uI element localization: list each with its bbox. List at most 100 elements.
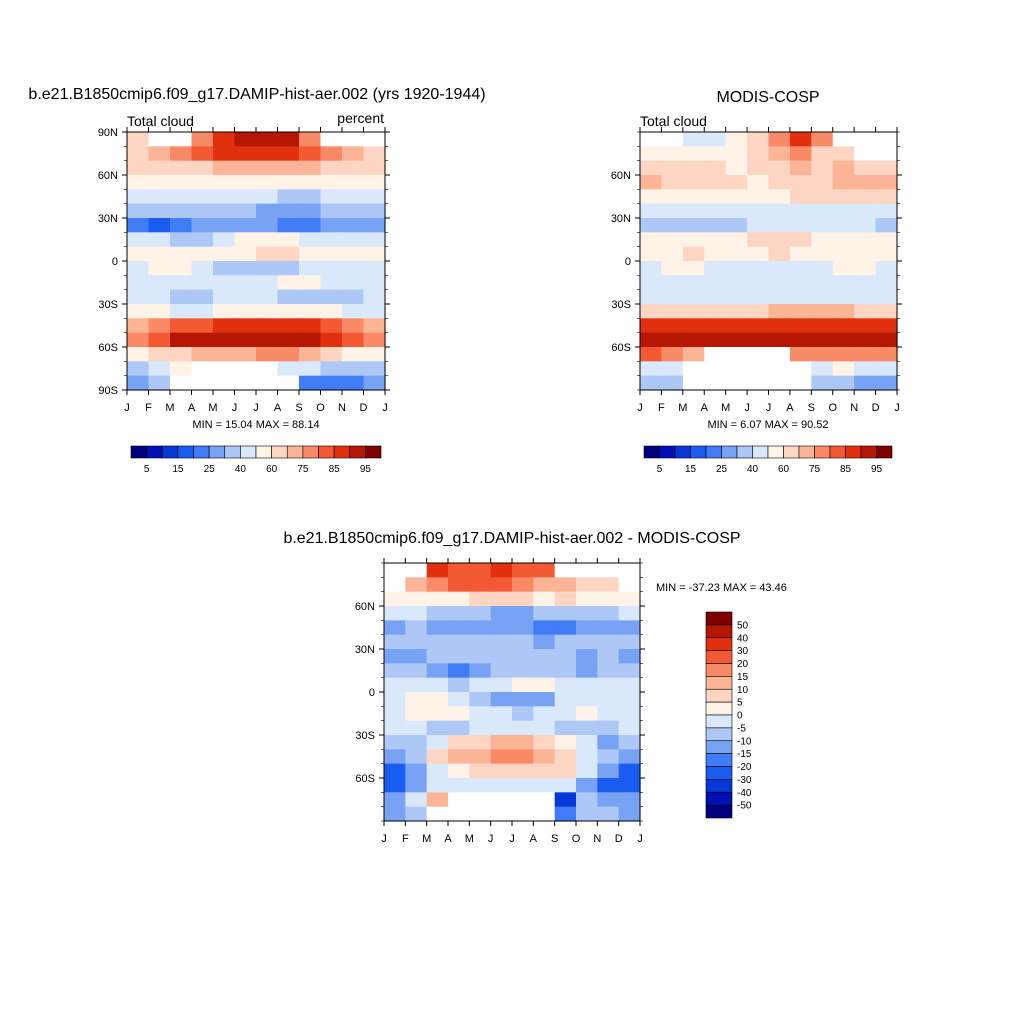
colorbar-swatch xyxy=(333,445,351,459)
heatmap-cell xyxy=(448,649,470,664)
heatmap-cell xyxy=(618,720,641,736)
heatmap-cell xyxy=(597,663,620,679)
colorbar-swatch xyxy=(705,624,733,639)
heatmap-cell xyxy=(789,289,812,305)
heatmap-cell xyxy=(320,246,343,262)
heatmap-cell xyxy=(490,563,513,578)
panel-model-right-label: percent xyxy=(337,110,384,126)
heatmap-cell xyxy=(640,132,663,147)
heatmap-cell xyxy=(490,692,513,707)
y-tick-label: 60S xyxy=(611,342,631,354)
colorbar-label: 15 xyxy=(685,464,697,475)
colorbar-swatch xyxy=(130,445,147,459)
heatmap-cell xyxy=(875,146,898,162)
heatmap-cell xyxy=(127,375,150,391)
y-tick-label: 30S xyxy=(355,730,375,742)
heatmap-cell xyxy=(832,289,855,305)
x-tick-label: D xyxy=(360,402,368,414)
heatmap-cell xyxy=(320,347,343,362)
heatmap-cell xyxy=(682,261,705,276)
heatmap-cell xyxy=(213,347,236,362)
heatmap-cell xyxy=(213,289,236,305)
heatmap-cell xyxy=(747,261,770,276)
heatmap-cell xyxy=(597,749,620,765)
colorbar-swatch xyxy=(177,445,194,459)
heatmap-cell xyxy=(768,189,791,205)
heatmap-cell xyxy=(704,361,727,377)
heatmap-cell xyxy=(618,620,641,636)
heatmap-cell xyxy=(875,175,898,190)
heatmap-cell xyxy=(277,189,300,205)
heatmap-cell xyxy=(640,275,663,291)
heatmap-cell xyxy=(299,347,322,362)
heatmap-cell xyxy=(490,577,513,593)
heatmap-cell xyxy=(704,189,727,205)
heatmap-cell xyxy=(234,175,257,190)
heatmap-cell xyxy=(832,232,855,248)
heatmap-cell xyxy=(299,132,322,147)
heatmap-cell xyxy=(811,132,834,147)
heatmap-cell xyxy=(618,591,641,607)
colorbar-swatch xyxy=(860,445,877,459)
heatmap-cell xyxy=(618,692,641,707)
heatmap-cell xyxy=(597,620,620,636)
heatmap-cell xyxy=(320,304,343,319)
colorbar-swatch xyxy=(705,676,733,690)
heatmap-cell xyxy=(363,275,386,291)
heatmap-cell xyxy=(213,132,236,147)
heatmap-cell xyxy=(405,806,428,822)
heatmap-cell xyxy=(256,304,279,319)
heatmap-cell xyxy=(448,735,470,750)
heatmap-cell xyxy=(426,677,449,693)
heatmap-cell xyxy=(747,232,770,248)
heatmap-cell xyxy=(875,304,898,319)
heatmap-cell xyxy=(768,289,791,305)
heatmap-cell xyxy=(618,749,641,765)
heatmap-cell xyxy=(363,261,386,276)
colorbar-swatch xyxy=(705,740,733,754)
heatmap-cell xyxy=(191,232,214,248)
heatmap-cell xyxy=(469,763,492,779)
x-tick-label: O xyxy=(316,402,325,414)
panel-diff-field xyxy=(384,563,641,822)
heatmap-cell xyxy=(618,606,641,621)
heatmap-cell xyxy=(384,620,406,636)
heatmap-cell xyxy=(533,577,556,593)
heatmap-cell xyxy=(405,620,428,636)
heatmap-cell xyxy=(725,332,748,348)
heatmap-cell xyxy=(789,332,812,348)
heatmap-cell xyxy=(469,749,492,765)
heatmap-cell xyxy=(384,649,406,664)
heatmap-cell xyxy=(811,175,834,190)
heatmap-cell xyxy=(811,261,834,276)
heatmap-cell xyxy=(854,361,877,377)
heatmap-cell xyxy=(661,304,684,319)
heatmap-cell xyxy=(405,606,428,621)
colorbar-label: -15 xyxy=(737,749,752,760)
heatmap-cell xyxy=(554,749,577,765)
heatmap-cell xyxy=(320,361,343,377)
heatmap-cell xyxy=(533,720,556,736)
heatmap-cell xyxy=(342,332,365,348)
panel-obs-stats: MIN = 6.07 MAX = 90.52 xyxy=(707,419,828,431)
heatmap-cell xyxy=(148,261,171,276)
heatmap-cell xyxy=(512,706,534,722)
colorbar-label: 60 xyxy=(778,464,790,475)
heatmap-cell xyxy=(234,332,257,348)
heatmap-cell xyxy=(127,275,150,291)
heatmap-cell xyxy=(533,606,556,621)
heatmap-cell xyxy=(768,375,791,391)
heatmap-cell xyxy=(191,218,214,233)
heatmap-cell xyxy=(597,634,620,650)
heatmap-cell xyxy=(127,203,150,219)
heatmap-cell xyxy=(299,218,322,233)
heatmap-cell xyxy=(661,318,684,334)
heatmap-cell xyxy=(426,735,449,750)
heatmap-cell xyxy=(747,304,770,319)
heatmap-cell xyxy=(469,620,492,636)
colorbar-label: 10 xyxy=(737,685,749,696)
x-tick-label: F xyxy=(402,833,409,845)
heatmap-cell xyxy=(320,289,343,305)
heatmap-cell xyxy=(768,203,791,219)
heatmap-cell xyxy=(426,778,449,793)
